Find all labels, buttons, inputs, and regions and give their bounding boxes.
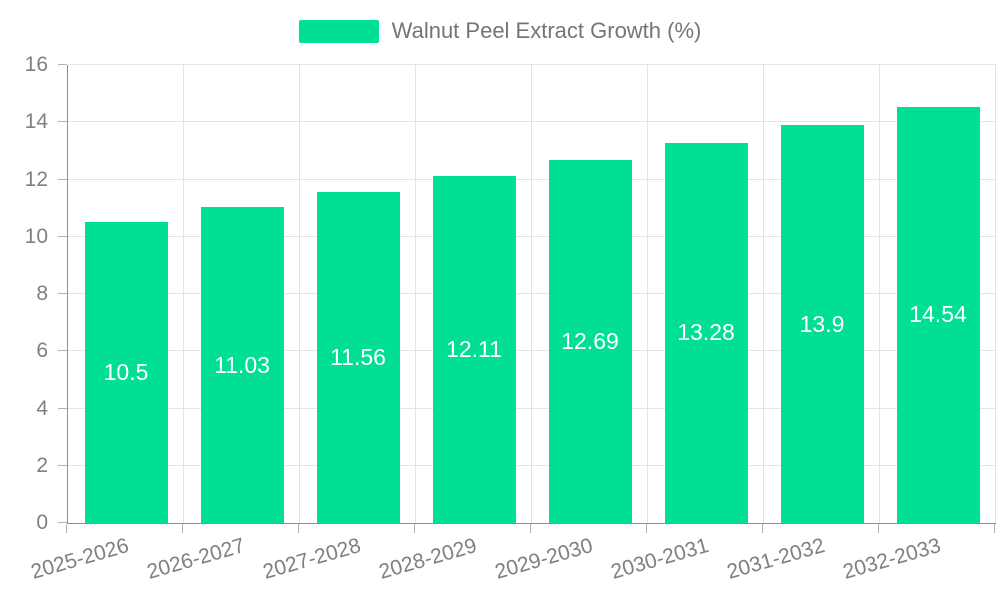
bar[interactable]: 11.56 bbox=[316, 192, 400, 523]
bar-value-label: 14.54 bbox=[909, 301, 967, 328]
plot-area: 10.5 11.03 11.56 12.11 12.69 13.28 13.9 14.54 bbox=[67, 64, 996, 524]
y-axis-tick bbox=[58, 522, 67, 523]
bar-value-label: 13.28 bbox=[677, 319, 735, 346]
bar[interactable]: 10.5 bbox=[84, 222, 168, 523]
y-axis-tick bbox=[58, 64, 67, 65]
y-axis-tick-label: 14 bbox=[24, 110, 48, 134]
bar-value-label: 12.11 bbox=[446, 336, 502, 363]
gridline-vertical bbox=[299, 65, 300, 523]
gridline-vertical bbox=[763, 65, 764, 523]
gridline-vertical bbox=[415, 65, 416, 523]
bar[interactable]: 12.69 bbox=[548, 159, 632, 523]
y-axis-tick bbox=[58, 407, 67, 409]
gridline-vertical bbox=[879, 65, 880, 523]
y-axis-tick bbox=[58, 350, 67, 352]
x-axis-tick bbox=[762, 524, 763, 533]
legend-item[interactable]: Walnut Peel Extract Growth (%) bbox=[0, 17, 1000, 45]
bar-value-label: 11.56 bbox=[330, 344, 386, 371]
gridline-vertical bbox=[183, 65, 184, 523]
y-axis-tick-label: 2 bbox=[36, 453, 48, 477]
y-axis-tick-label: 12 bbox=[24, 167, 48, 191]
bar[interactable]: 13.9 bbox=[780, 125, 864, 523]
gridline-horizontal bbox=[68, 121, 996, 123]
gridline-horizontal bbox=[68, 235, 996, 237]
bar-value-label: 12.69 bbox=[561, 327, 619, 354]
x-axis-tick bbox=[994, 524, 995, 533]
x-axis-tick bbox=[298, 524, 299, 533]
gridline-horizontal bbox=[68, 464, 996, 466]
y-axis-tick-label: 0 bbox=[36, 511, 48, 534]
gridline-horizontal bbox=[68, 293, 996, 294]
gridline-horizontal bbox=[68, 350, 996, 352]
gridline-horizontal bbox=[68, 64, 996, 65]
x-axis-tick bbox=[182, 524, 183, 533]
bar[interactable]: 11.03 bbox=[200, 207, 284, 523]
y-axis-tick bbox=[58, 464, 67, 466]
y-axis-tick bbox=[58, 235, 67, 237]
gridline-horizontal bbox=[68, 407, 996, 409]
y-axis-tick-label: 6 bbox=[36, 339, 48, 363]
gridline-horizontal bbox=[68, 178, 996, 180]
bar-value-label: 10.5 bbox=[103, 359, 149, 386]
x-axis-tick bbox=[878, 524, 879, 533]
legend-marker-icon bbox=[298, 19, 379, 43]
bar[interactable]: 14.54 bbox=[896, 106, 980, 523]
x-axis-tick bbox=[66, 524, 67, 533]
gridline-vertical bbox=[531, 65, 532, 523]
legend-label: Walnut Peel Extract Growth (%) bbox=[391, 18, 702, 43]
bar-value-label: 11.03 bbox=[214, 351, 270, 378]
bar[interactable]: 13.28 bbox=[664, 142, 748, 523]
y-axis-tick bbox=[58, 121, 67, 123]
y-axis-tick-label: 16 bbox=[24, 53, 48, 76]
x-axis-tick bbox=[414, 524, 415, 533]
y-axis-tick-label: 4 bbox=[36, 396, 48, 420]
gridline-vertical bbox=[995, 65, 996, 523]
x-axis-tick bbox=[530, 524, 531, 533]
y-axis-tick-label: 8 bbox=[36, 282, 48, 305]
y-axis-tick-label: 10 bbox=[24, 224, 48, 248]
y-axis-tick bbox=[58, 178, 67, 180]
y-axis-tick bbox=[58, 293, 67, 294]
gridline-vertical bbox=[647, 65, 648, 523]
bar-value-label: 13.9 bbox=[799, 310, 845, 337]
x-axis-tick bbox=[646, 524, 647, 533]
bar[interactable]: 12.11 bbox=[432, 176, 516, 523]
